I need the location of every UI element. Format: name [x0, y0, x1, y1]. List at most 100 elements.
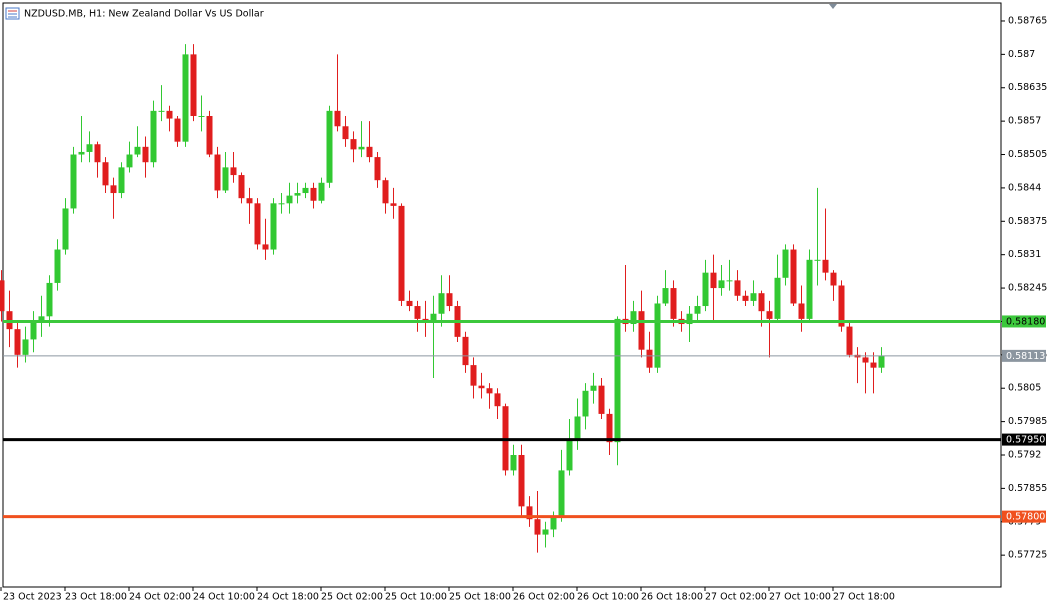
candle-body: [206, 115, 213, 155]
x-tick-label: 25 Oct 18:00: [449, 592, 511, 603]
candle-body: [270, 203, 277, 250]
candle-body: [630, 311, 637, 325]
shift-marker: [829, 4, 837, 9]
candle-body: [726, 280, 733, 282]
x-tick-label: 27 Oct 10:00: [769, 592, 831, 603]
candle-body: [718, 280, 725, 289]
candle-body: [142, 146, 149, 163]
level-label: 0.57800: [1006, 512, 1045, 523]
candle-body: [374, 157, 381, 181]
candle-body: [46, 282, 53, 317]
candle-body: [670, 288, 677, 319]
plot-frame: [2, 2, 1002, 588]
candle-body: [62, 208, 69, 250]
x-tick-label: 23 Oct 18:00: [65, 592, 127, 603]
candle-body: [598, 385, 605, 414]
candle-body: [638, 311, 645, 350]
x-tick-label: 27 Oct 02:00: [705, 592, 767, 603]
candle-body: [662, 288, 669, 304]
candle-body: [510, 454, 517, 471]
candle-body: [166, 110, 173, 119]
candle-body: [414, 306, 421, 319]
candle-body: [438, 293, 445, 314]
candle-body: [198, 115, 205, 117]
candle-body: [686, 313, 693, 325]
candle-body: [246, 198, 253, 204]
chart-title: NZDUSD.MB, H1: New Zealand Dollar Vs US …: [24, 9, 264, 20]
candle-body: [190, 54, 197, 116]
candle-body: [558, 470, 565, 517]
y-tick-label: 0.587: [1008, 49, 1035, 60]
candle-body: [366, 146, 373, 158]
level-label-box: [1002, 349, 1046, 362]
candle-body: [30, 321, 37, 340]
x-tick-label: 24 Oct 18:00: [257, 592, 319, 603]
title-icon: [5, 7, 20, 20]
x-tick-label: 26 Oct 18:00: [641, 592, 703, 603]
candle-body: [862, 357, 869, 363]
candle-body: [430, 313, 437, 322]
candle-body: [78, 151, 85, 155]
candle-body: [526, 506, 533, 520]
candle-body: [358, 146, 365, 150]
candle-body: [470, 365, 477, 386]
x-tick-label: 27 Oct 18:00: [833, 592, 895, 603]
candle-body: [694, 306, 701, 314]
candle-body: [54, 249, 61, 283]
candle-body: [286, 195, 293, 204]
candle-body: [566, 439, 573, 471]
candle-body: [350, 139, 357, 150]
candle-body: [654, 303, 661, 368]
candle-body: [734, 280, 741, 296]
candle-body: [806, 259, 813, 319]
candle-body: [534, 519, 541, 535]
level-label: 0.58180: [1006, 316, 1045, 327]
y-tick-label: 0.57855: [1008, 483, 1047, 494]
level-label: 0.58113: [1006, 351, 1045, 362]
candle-body: [94, 144, 101, 163]
candle-body: [742, 295, 749, 301]
candle-body: [238, 175, 245, 199]
candle-body: [702, 272, 709, 307]
candle-body: [846, 326, 853, 355]
candle-body: [38, 316, 45, 322]
candle-body: [646, 349, 653, 368]
y-tick-label: 0.5844: [1008, 182, 1041, 193]
candle-body: [0, 280, 5, 312]
candle-body: [606, 413, 613, 443]
candle-body: [446, 293, 453, 307]
candle-body: [390, 203, 397, 206]
candle-body: [462, 336, 469, 366]
candle-body: [70, 154, 77, 209]
y-tick-label: 0.57725: [1008, 550, 1047, 561]
level-label-box: [1002, 315, 1046, 328]
candle-body: [542, 529, 549, 535]
x-tick-label: 26 Oct 10:00: [577, 592, 639, 603]
candle-body: [494, 393, 501, 407]
candle-body: [582, 390, 589, 417]
candle-body: [14, 329, 21, 355]
x-tick-label: 26 Oct 02:00: [513, 592, 575, 603]
y-tick-label: 0.58245: [1008, 283, 1047, 294]
candle-body: [214, 154, 221, 191]
candle-body: [878, 355, 885, 368]
candle-body: [574, 416, 581, 440]
candle-body: [86, 144, 93, 152]
candle-body: [310, 187, 317, 201]
candle-body: [134, 146, 141, 155]
y-tick-label: 0.58375: [1008, 216, 1047, 227]
candle-body: [798, 303, 805, 319]
candle-body: [118, 167, 125, 194]
level-label-box: [1002, 433, 1046, 446]
candle-body: [278, 203, 285, 205]
candle-body: [334, 110, 341, 127]
candle-body: [766, 311, 773, 319]
x-tick-label: 24 Oct 02:00: [129, 592, 191, 603]
candle-body: [774, 277, 781, 319]
candle-body: [478, 385, 485, 389]
candle-body: [518, 454, 525, 507]
candle-body: [254, 203, 261, 245]
candle-body: [102, 162, 109, 186]
y-tick-label: 0.5805: [1008, 383, 1041, 394]
